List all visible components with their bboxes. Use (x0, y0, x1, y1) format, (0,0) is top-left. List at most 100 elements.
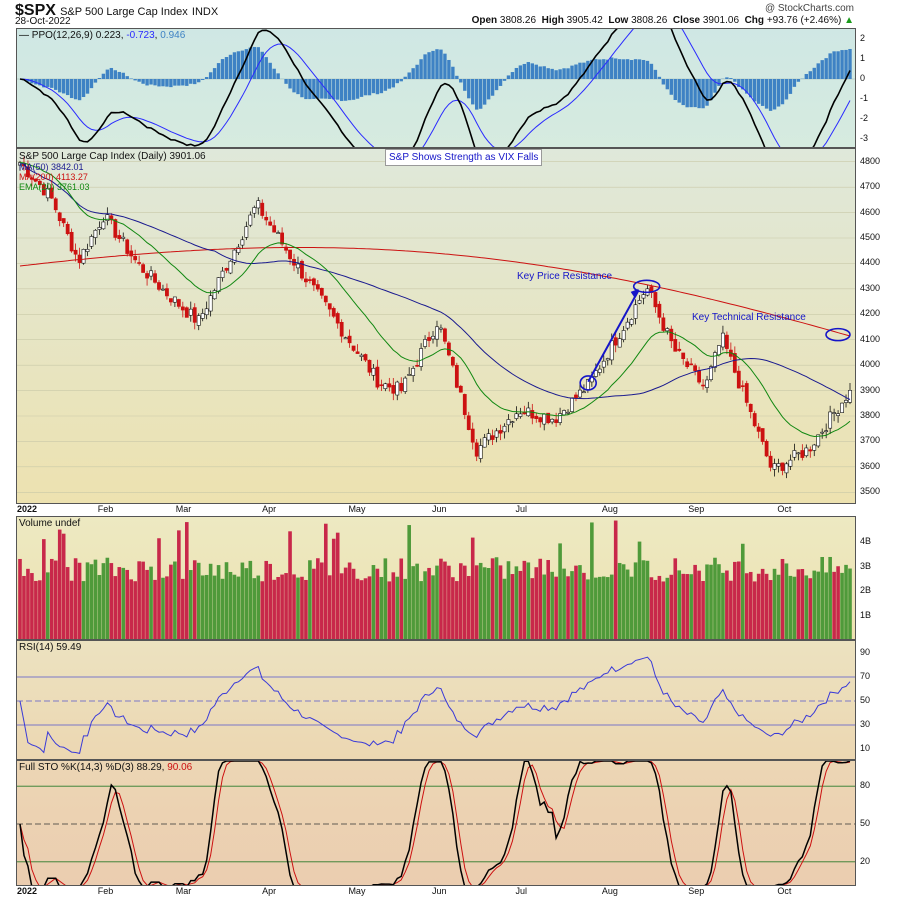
volume-bar (415, 563, 419, 639)
annotation-box: S&P Shows Strength as VIX Falls (385, 149, 543, 166)
ppo-hist-bar (296, 79, 300, 95)
volume-bar (260, 581, 265, 639)
ppo-hist-bar (633, 59, 638, 79)
volume-bar (141, 561, 145, 639)
candle-body (427, 337, 431, 341)
volume-bar (101, 563, 106, 639)
ppo-hist-bar (502, 79, 507, 81)
volume-bar (752, 581, 757, 639)
volume-bar (760, 568, 765, 639)
candle-body (721, 332, 725, 348)
volume-bar (228, 571, 233, 639)
volume-bar (717, 564, 721, 639)
volume-bar (312, 568, 316, 639)
candle-body (288, 249, 292, 260)
volume-bar (165, 576, 169, 639)
volume-bar (149, 566, 153, 639)
candle-body (593, 370, 598, 377)
candle-body (196, 315, 201, 326)
sto-d-line (19, 761, 851, 885)
x-tick-label: Jun (432, 886, 447, 896)
candle-body (57, 212, 62, 222)
volume-bar (264, 560, 269, 639)
price-resistance-ellipse (632, 279, 661, 294)
volume-bar (42, 539, 46, 639)
ppo-hist-bar (562, 68, 566, 79)
ma50-line (19, 162, 851, 400)
ppo-hist-bar (228, 54, 233, 79)
volume-tick-label: 2B (860, 585, 872, 596)
ppo-hist-bar (725, 77, 729, 79)
open-value: 3808.26 (499, 15, 537, 26)
volume-bar (788, 575, 793, 639)
sto-label: Full STO %K(14,3) %D(3) (19, 762, 134, 773)
candle-body (141, 264, 146, 273)
ppo-hist-bar (613, 58, 618, 79)
close-value: 3901.06 (702, 15, 740, 26)
ppo-tick-label: 2 (860, 33, 866, 43)
volume-bar (53, 560, 58, 639)
ppo-hist-bar (101, 73, 106, 79)
ppo-hist-bar (411, 68, 415, 79)
ppo-hist-bar (590, 59, 594, 79)
candle-body (482, 437, 487, 448)
volume-bar (601, 576, 606, 639)
ppo-hist-bar (498, 79, 503, 86)
ppo-hist-bar (343, 79, 348, 101)
x-tick-label: Aug (601, 504, 618, 514)
volume-bar (320, 562, 324, 639)
candle-body (208, 295, 213, 312)
volume-bar (34, 580, 38, 639)
ppo-panel: — PPO(12,26,9) 0.223, -0.723, 0.946 (16, 28, 856, 148)
candle-body (73, 249, 78, 255)
ppo-line (19, 29, 851, 147)
ppo-hist-bar (617, 59, 622, 79)
candle-body (224, 267, 229, 271)
volume-bar (73, 558, 78, 639)
candle-body (832, 412, 837, 414)
ppo-hist-bar (252, 46, 257, 79)
volume-bar (474, 565, 479, 639)
candle-body (157, 282, 161, 290)
candle-body (466, 415, 471, 430)
candle-body (101, 221, 106, 230)
x-tick-label: Sep (688, 886, 705, 896)
candle-body (689, 363, 694, 366)
ppo-hist-bar (745, 79, 749, 94)
volume-bar (832, 571, 836, 639)
ppo-hist-bar (351, 79, 356, 100)
volume-bar (65, 567, 70, 639)
volume-bar (161, 577, 165, 639)
ppo-hist-bar (125, 76, 129, 79)
candle-body (367, 359, 372, 373)
candle-body (407, 374, 412, 376)
candle-body (697, 370, 701, 383)
rsi-tick-label: 10 (860, 743, 871, 753)
volume-bar (629, 576, 634, 639)
ppo-hist-bar (737, 79, 741, 87)
ppo-hist-bar (34, 79, 38, 85)
volume-bar (677, 570, 682, 639)
candle-body (478, 445, 483, 459)
ppo-hist-bar (328, 79, 332, 99)
candle-body (431, 335, 435, 340)
candle-body (419, 348, 424, 367)
ppo-legend: — PPO(12,26,9) 0.223, -0.723, 0.946 (19, 30, 186, 41)
candle-body (347, 335, 352, 344)
price-tick-label: 3800 (860, 410, 881, 420)
chg-label: Chg (744, 15, 765, 26)
volume-bar (216, 565, 221, 639)
candle-body (180, 306, 185, 311)
candle-body (351, 345, 356, 351)
volume-bar (526, 562, 531, 639)
candle-body (764, 440, 769, 457)
x-tick-label: Oct (777, 504, 792, 514)
ppo-hist-bar (697, 79, 701, 109)
rsi-plot (17, 656, 855, 754)
price-tick-label: 4100 (860, 333, 881, 344)
volume-bar (395, 576, 400, 639)
volume-bar (566, 576, 570, 639)
ppo-hist-bar (808, 71, 812, 79)
volume-bar (97, 575, 102, 639)
rsi-line (19, 656, 851, 754)
